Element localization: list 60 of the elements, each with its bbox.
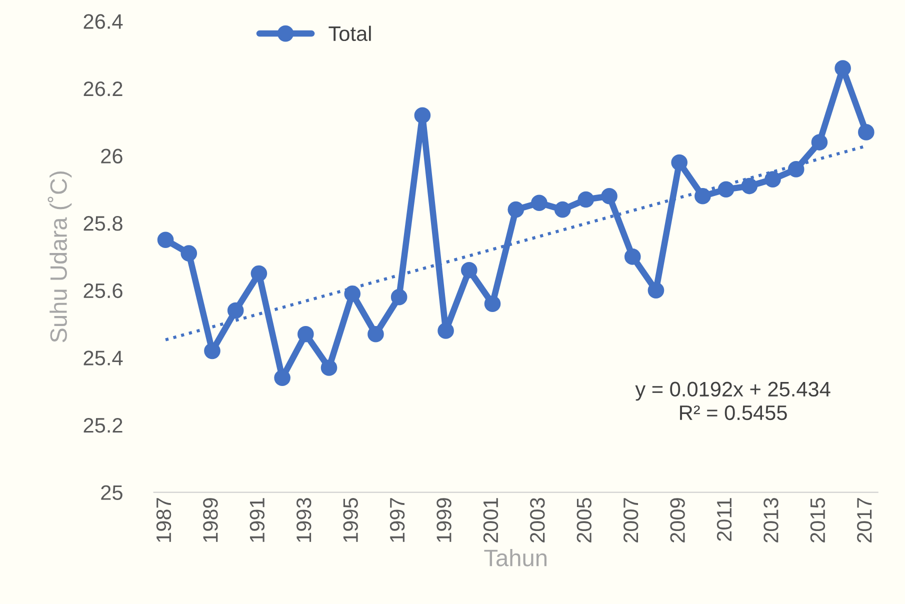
x-axis-title: Tahun — [484, 549, 546, 566]
y-axis-title: Suhu Udara (˚C) — [48, 172, 72, 342]
point — [578, 191, 594, 208]
point — [250, 265, 268, 282]
y-tick-label: 25.8 — [84, 216, 122, 231]
annotation: y = 0.0192x + 25.434 — [635, 382, 830, 401]
point — [648, 282, 664, 299]
y-tick-label: 25.4 — [84, 350, 123, 366]
y-tick-label: 26.2 — [84, 81, 122, 96]
point — [508, 201, 524, 218]
point — [554, 201, 571, 218]
point — [180, 245, 198, 262]
x-tick-label: 1999 — [436, 498, 452, 542]
point — [390, 288, 408, 306]
point — [601, 188, 618, 204]
point — [484, 296, 501, 312]
x-tick-label: 2001 — [483, 498, 498, 542]
x-tick-label: 2017 — [857, 498, 872, 542]
x-tick-label: 2009 — [670, 498, 685, 542]
x-tick-label: 2003 — [530, 498, 545, 542]
point — [788, 161, 804, 178]
point — [274, 370, 290, 386]
point — [531, 194, 548, 212]
y-tick-label: 26.4 — [84, 14, 123, 29]
point — [671, 154, 688, 171]
x-tick-label: 1995 — [343, 498, 358, 542]
point — [204, 342, 220, 360]
point — [694, 188, 711, 204]
point — [811, 134, 828, 150]
point — [414, 107, 431, 124]
point — [344, 286, 361, 302]
point — [227, 302, 244, 319]
legend-label: Total — [328, 26, 371, 42]
x-tick-label: 2011 — [716, 498, 732, 541]
y-tick-label: 26 — [101, 148, 122, 164]
point — [764, 171, 781, 188]
point — [157, 232, 174, 248]
point — [298, 326, 314, 342]
point — [741, 178, 758, 194]
point — [368, 326, 384, 342]
point — [460, 262, 478, 278]
x-tick-label: 2007 — [623, 498, 638, 542]
y-tick-label: 25.6 — [84, 283, 122, 298]
point — [624, 248, 641, 265]
y-tick-label: 25 — [101, 485, 122, 500]
x-tick-label: 1993 — [296, 498, 312, 542]
y-tick-label: 25.2 — [84, 418, 122, 433]
x-tick-label: 1989 — [203, 498, 218, 542]
point — [834, 60, 851, 76]
x-tick-label: 2005 — [576, 498, 592, 542]
x-tick-label: 1997 — [390, 498, 405, 542]
annotation: R² = 0.5455 — [680, 405, 787, 420]
point — [438, 322, 454, 339]
x-tick-label: 2013 — [764, 498, 778, 542]
point — [320, 360, 338, 376]
x-tick-label: 1987 — [156, 498, 172, 542]
x-tick-label: 1991 — [250, 498, 265, 542]
point — [858, 124, 874, 140]
x-tick-label: 2015 — [810, 498, 826, 542]
point — [718, 181, 734, 198]
